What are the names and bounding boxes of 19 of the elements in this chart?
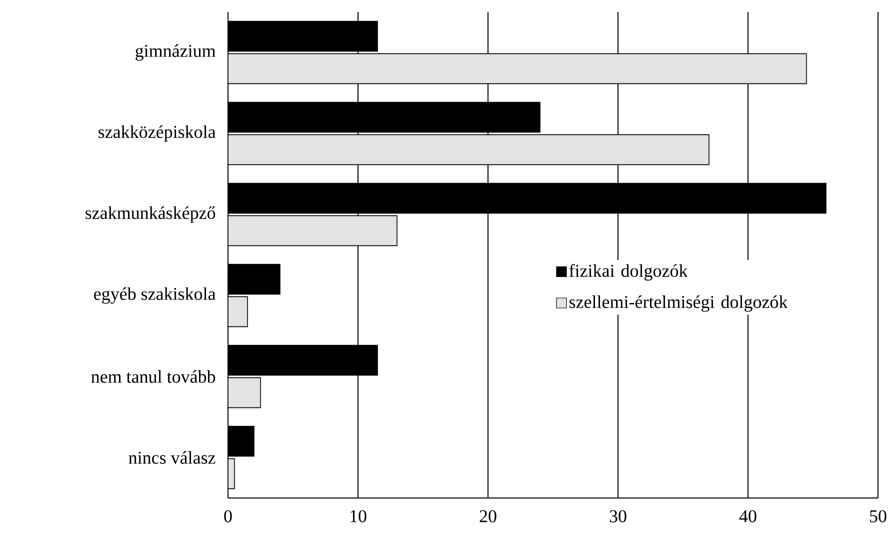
y-tick-label: nem tanul tovább	[91, 370, 216, 383]
x-tick-label: 50	[870, 510, 886, 522]
y-tick-label: egyéb szakiskola	[94, 287, 216, 304]
x-tick-label: 0	[224, 510, 232, 522]
y-tick-label: szakközépiskola	[98, 125, 216, 142]
bar	[228, 458, 235, 490]
x-tick-label: 10	[350, 510, 366, 522]
x-tick-label: 20	[480, 510, 496, 522]
bar	[228, 426, 254, 457]
x-tick-label: 30	[610, 510, 626, 522]
bar	[228, 264, 280, 295]
y-tick-label: nincs válasz	[128, 451, 216, 464]
legend-label: szellemi-értelmiségi dolgozók	[570, 295, 788, 312]
y-tick-label: szakmunkásképző	[86, 206, 216, 223]
x-tick-label: 40	[739, 510, 756, 522]
bar	[228, 296, 248, 328]
legend-label: fizikai dolgozók	[569, 264, 688, 281]
bar	[228, 377, 261, 408]
y-tick-label: gimnázium	[136, 44, 216, 61]
